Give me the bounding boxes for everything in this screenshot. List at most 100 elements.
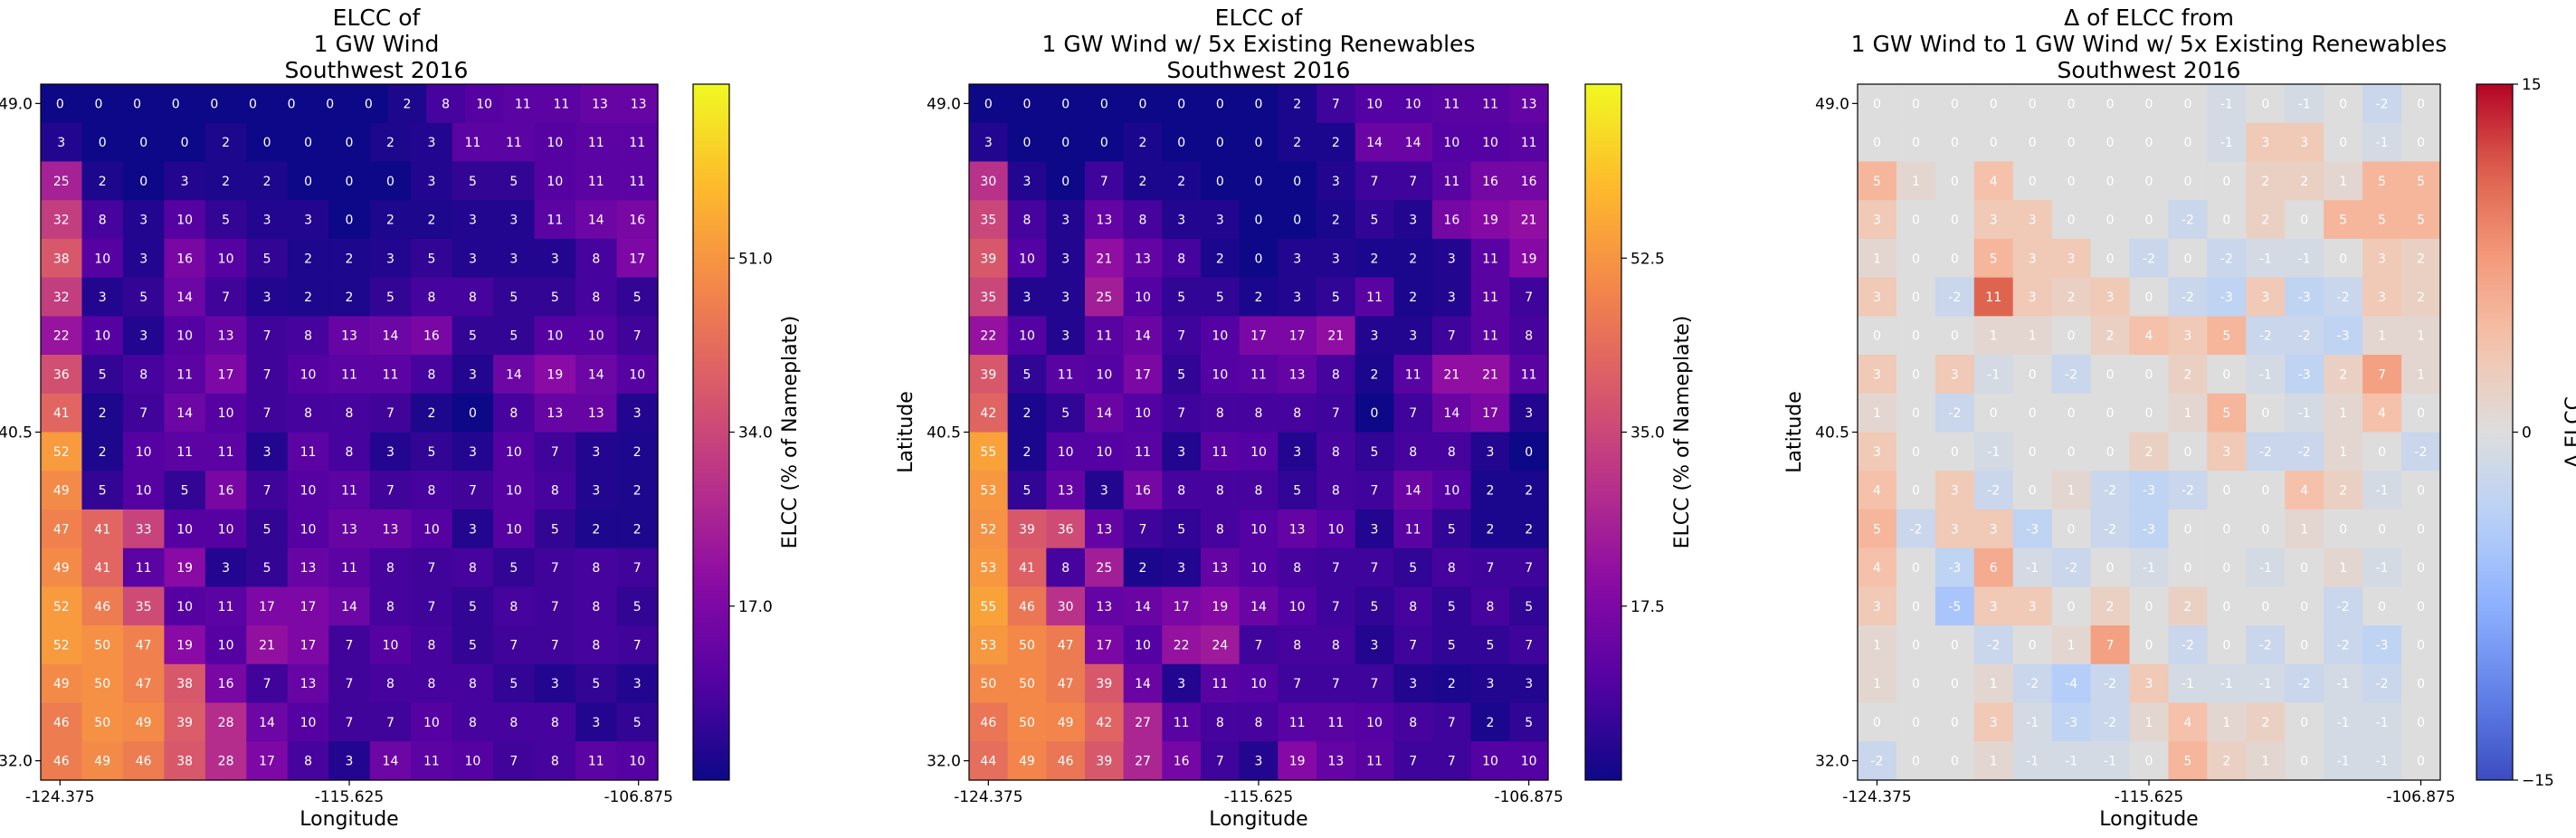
cell-value-label: 47	[1058, 677, 1074, 691]
heatmap-cell	[164, 277, 206, 317]
cell-value-label: 0	[1912, 445, 1920, 460]
heatmap-cell	[969, 471, 1009, 510]
cell-value-label: 7	[1293, 677, 1301, 691]
heatmap-cell	[2362, 122, 2402, 163]
cell-value-label: 2	[427, 214, 435, 228]
heatmap-cell	[246, 432, 289, 471]
cell-value-label: 17	[1096, 638, 1112, 652]
heatmap-cell	[1896, 200, 1936, 240]
cell-value-label: 10	[1135, 290, 1151, 305]
heatmap-cell	[2168, 316, 2208, 356]
cell-value-label: 5	[99, 367, 107, 382]
cell-value-label: -2	[2104, 484, 2116, 499]
heatmap-cell	[575, 277, 618, 317]
cell-value-label: 10	[547, 329, 563, 344]
cell-value-label: -4	[2065, 677, 2077, 691]
heatmap-cell	[1085, 432, 1125, 471]
heatmap-cell	[1896, 161, 1936, 201]
cell-value-label: 0	[1912, 97, 1920, 111]
heatmap-cell	[122, 548, 165, 587]
heatmap-cell	[2362, 393, 2402, 433]
cell-value-label: 11	[218, 445, 234, 460]
cell-value-label: 2	[1332, 136, 1340, 150]
cell-value-label: 0	[2222, 600, 2230, 614]
heatmap-cell	[1317, 238, 1356, 279]
heatmap-cell	[2129, 84, 2170, 124]
heatmap-cell	[2012, 663, 2053, 704]
heatmap-cell	[1470, 316, 1510, 356]
cell-value-label: 7	[1448, 329, 1456, 344]
cell-value-label: 8	[509, 406, 518, 421]
heatmap-cell	[493, 702, 536, 742]
cell-value-label: 0	[2145, 367, 2153, 382]
cell-value-label: 3	[1448, 290, 1456, 305]
cell-value-label: 0	[2183, 175, 2191, 189]
chart-title-line: 1 GW Wind	[314, 31, 440, 57]
cell-value-label: 0	[1293, 214, 1301, 228]
cell-value-label: 55	[980, 445, 996, 460]
cell-value-label: 7	[346, 638, 354, 652]
heatmap-cell	[1393, 122, 1433, 163]
heatmap-cell	[1934, 393, 1975, 433]
cell-value-label: 22	[1174, 638, 1190, 652]
cell-value-label: 3	[1990, 522, 1998, 537]
cell-value-label: -2	[1909, 522, 1922, 537]
cell-value-label: -3	[2143, 484, 2155, 499]
heatmap-cell	[1278, 355, 1317, 395]
heatmap-cell	[1046, 471, 1086, 510]
heatmap-cell	[1934, 548, 1975, 587]
cell-value-label: 3	[1255, 755, 1263, 769]
heatmap-cell	[452, 548, 494, 587]
cell-value-label: 2	[2339, 367, 2347, 382]
heatmap-cell	[452, 586, 494, 626]
cell-value-label: 1	[2339, 406, 2347, 421]
heatmap-cell	[2051, 161, 2092, 201]
heatmap-cell	[1239, 316, 1278, 356]
y-tick-label: 40.5	[927, 424, 961, 443]
heatmap-cell	[1896, 393, 1936, 433]
cell-value-label: 8	[346, 445, 354, 460]
cell-value-label: 25	[1096, 290, 1112, 305]
cell-value-label: 10	[136, 445, 152, 460]
cell-value-label: 0	[1177, 97, 1185, 111]
heatmap-cell	[1934, 663, 1975, 704]
cell-value-label: 3	[1990, 716, 1998, 730]
cell-value-label: 10	[218, 638, 234, 652]
cell-value-label: -3	[2143, 522, 2155, 537]
heatmap-cell	[204, 625, 247, 665]
cell-value-label: 1	[1990, 755, 1998, 769]
cell-value-label: 42	[1096, 716, 1112, 730]
heatmap-cell	[349, 84, 389, 124]
heatmap-cell	[2401, 509, 2441, 549]
heatmap-cell	[1201, 741, 1240, 781]
heatmap-cell	[1432, 702, 1472, 742]
cell-value-label: 10	[383, 638, 399, 652]
heatmap-cell	[1278, 277, 1317, 317]
cell-value-label: 52	[980, 522, 996, 537]
cell-value-label: 10	[1058, 445, 1074, 460]
cell-value-label: 2	[1525, 484, 1533, 499]
heatmap-cell	[369, 548, 412, 587]
cell-value-label: 14	[1250, 600, 1267, 614]
cell-value-label: 5	[633, 600, 642, 614]
cell-value-label: 19	[1289, 755, 1306, 769]
heatmap-cell	[2012, 277, 2053, 317]
heatmap-cell	[2051, 471, 2092, 510]
cell-value-label: 5	[1023, 484, 1031, 499]
cell-value-label: -2	[2415, 445, 2428, 460]
heatmap-cell	[2051, 702, 2092, 742]
heatmap-cell	[575, 316, 618, 356]
heatmap-cell	[204, 355, 247, 395]
heatmap-cell	[969, 200, 1009, 240]
heatmap-cell	[2012, 355, 2053, 395]
heatmap-cell	[616, 586, 659, 626]
cell-value-label: 3	[1990, 600, 1998, 614]
heatmap-cell	[1973, 586, 2014, 626]
heatmap-cell	[1470, 741, 1510, 781]
colorbar-tick-label: 15	[2522, 76, 2542, 94]
heatmap-cell	[1239, 509, 1278, 549]
heatmap-cell	[246, 393, 289, 433]
heatmap-cell	[575, 355, 618, 395]
cell-value-label: 8	[551, 484, 559, 499]
cell-value-label: 50	[94, 716, 110, 730]
